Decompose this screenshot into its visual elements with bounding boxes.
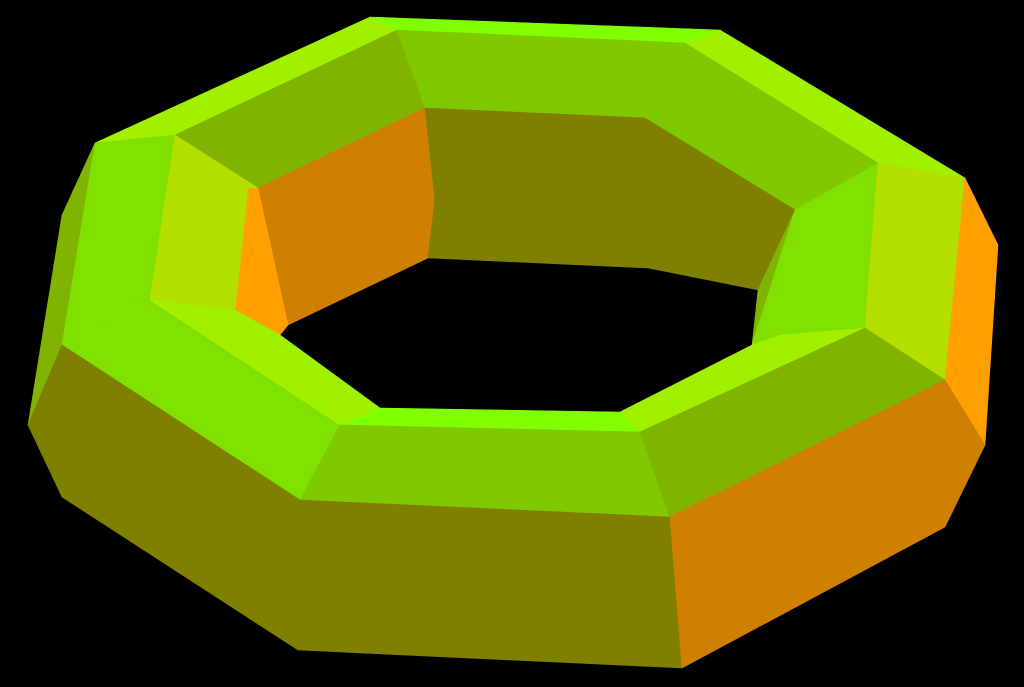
left-inner-face (149, 134, 259, 311)
top-front-inner-right-rim (619, 327, 866, 433)
inner-wall-back (424, 107, 796, 291)
outer-wall-front-right (669, 379, 986, 669)
top-front-inner-left-rim (149, 299, 381, 426)
outer-wall-front (297, 499, 683, 669)
top-inner-back (396, 29, 686, 119)
